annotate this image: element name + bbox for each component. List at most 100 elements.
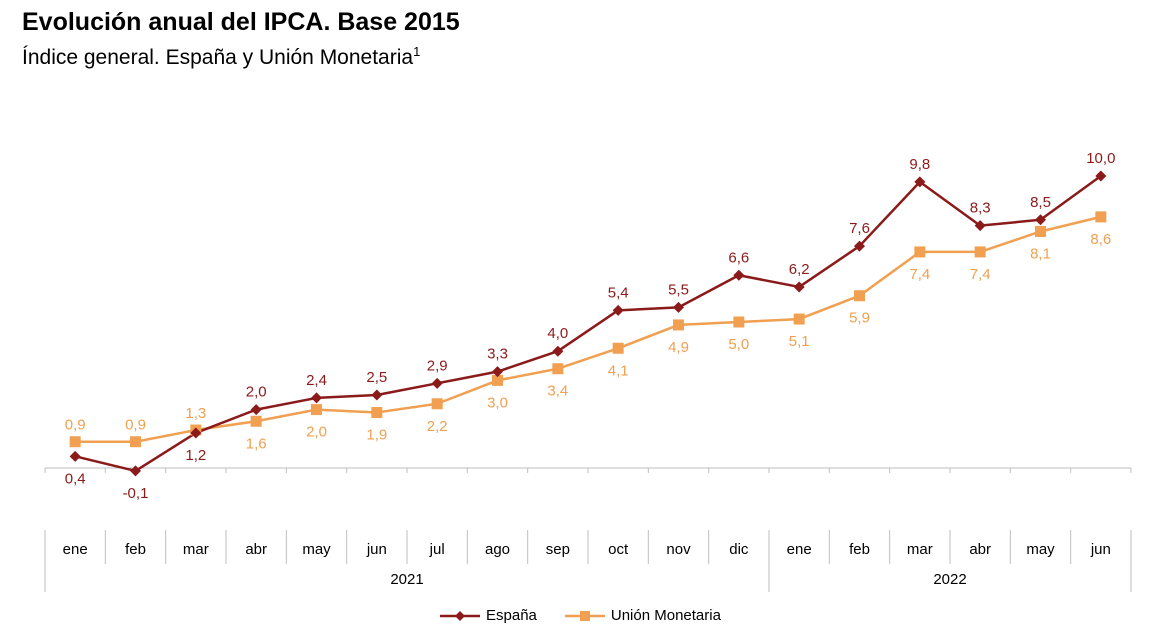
espana-data-label: 8,5 xyxy=(1030,194,1051,211)
um-point xyxy=(69,436,81,448)
espana-point xyxy=(1095,170,1107,182)
chart-title: Evolución anual del IPCA. Base 2015 xyxy=(22,8,460,36)
um-data-label: 7,4 xyxy=(970,266,991,283)
legend-label-um: Unión Monetaria xyxy=(610,607,721,624)
legend-swatch-um xyxy=(564,610,605,621)
espana-point xyxy=(311,392,322,404)
espana-point xyxy=(190,427,202,439)
x-tick-label: ago xyxy=(485,541,510,558)
um-point xyxy=(371,407,383,419)
um-data-label: 5,1 xyxy=(789,333,810,350)
x-tick-label: may xyxy=(1026,541,1055,558)
um-point xyxy=(431,398,443,410)
espana-point xyxy=(69,450,81,462)
legend-item-espana: España xyxy=(440,607,537,624)
um-point xyxy=(612,342,624,354)
espana-data-label: 1,2 xyxy=(185,447,206,464)
x-tick-label: jul xyxy=(429,541,445,558)
x-tick-label: ene xyxy=(787,541,812,558)
espana-point xyxy=(854,240,865,252)
um-point xyxy=(311,404,322,416)
chart-subtitle: Índice general. España y Unión Monetaria… xyxy=(22,44,420,70)
x-tick-label: nov xyxy=(666,541,691,558)
legend-swatch-espana xyxy=(440,610,480,621)
um-point xyxy=(1035,225,1046,237)
um-point xyxy=(733,316,745,328)
chart-legend: España Unión Monetaria xyxy=(440,607,749,624)
espana-point xyxy=(492,366,503,378)
um-data-label: 3,0 xyxy=(487,394,508,411)
x-tick-label: mar xyxy=(907,541,933,558)
espana-data-label: 2,5 xyxy=(366,369,387,386)
um-data-label: 0,9 xyxy=(65,417,86,434)
x-tick-label: feb xyxy=(849,541,870,558)
espana-point xyxy=(673,301,684,313)
x-tick-label: feb xyxy=(125,541,146,558)
espana-point xyxy=(793,281,805,293)
year-group-label: 2021 xyxy=(390,571,423,588)
espana-point xyxy=(914,176,926,188)
espana-data-label: 2,0 xyxy=(246,384,267,401)
espana-data-label: 0,4 xyxy=(65,470,86,487)
um-data-label: 7,4 xyxy=(909,266,930,283)
um-point xyxy=(1095,211,1107,223)
um-data-label: 1,6 xyxy=(246,435,267,452)
um-point xyxy=(673,319,684,331)
x-tick-label: sep xyxy=(546,541,570,558)
um-data-label: 4,9 xyxy=(668,339,689,356)
um-point xyxy=(793,313,805,325)
espana-point xyxy=(130,465,141,477)
espana-data-label: 3,3 xyxy=(487,346,508,363)
espana-point xyxy=(371,389,383,401)
um-point xyxy=(974,246,986,258)
um-data-label: 5,9 xyxy=(849,310,870,327)
x-tick-label: mar xyxy=(183,541,209,558)
espana-point xyxy=(552,345,564,357)
espana-data-label: 5,4 xyxy=(608,284,629,301)
espana-data-label: -0,1 xyxy=(123,485,149,502)
um-data-label: 2,0 xyxy=(306,424,327,441)
espana-data-label: 2,9 xyxy=(427,357,448,374)
um-data-label: 0,9 xyxy=(125,417,146,434)
espana-point xyxy=(250,404,262,416)
x-tick-label: ene xyxy=(63,541,88,558)
series-line-espana xyxy=(74,174,1102,473)
series-line-um xyxy=(75,215,1102,443)
um-data-label: 5,0 xyxy=(728,336,749,353)
um-point xyxy=(552,363,564,375)
um-point xyxy=(130,436,141,448)
um-data-label: 8,1 xyxy=(1030,245,1051,262)
um-data-label: 2,2 xyxy=(427,418,448,435)
legend-item-um: Unión Monetaria xyxy=(564,607,721,624)
espana-data-label: 6,6 xyxy=(728,249,749,266)
espana-data-label: 10,0 xyxy=(1086,150,1115,167)
x-tick-label: oct xyxy=(608,541,629,558)
espana-data-label: 9,8 xyxy=(909,156,930,173)
legend-label-espana: España xyxy=(486,607,537,624)
um-point xyxy=(250,415,262,427)
x-tick-label: abr xyxy=(969,541,991,558)
espana-data-label: 5,5 xyxy=(668,281,689,298)
um-data-label: 1,9 xyxy=(366,427,387,444)
espana-data-label: 7,6 xyxy=(849,220,870,237)
espana-point xyxy=(612,304,624,316)
espana-data-label: 6,2 xyxy=(789,261,810,278)
um-data-label: 4,1 xyxy=(608,362,629,379)
um-point xyxy=(914,246,926,258)
um-point xyxy=(854,290,865,302)
x-tick-label: may xyxy=(302,541,331,558)
espana-point xyxy=(974,220,986,232)
x-tick-label: jun xyxy=(1090,541,1111,558)
x-tick-label: dic xyxy=(729,541,749,558)
espana-point xyxy=(1035,214,1046,226)
year-group-label: 2022 xyxy=(933,571,966,588)
um-point xyxy=(492,374,503,386)
um-data-label: 1,3 xyxy=(185,405,206,422)
espana-data-label: 8,3 xyxy=(970,200,991,217)
espana-data-label: 2,4 xyxy=(306,372,327,389)
um-data-label: 3,4 xyxy=(547,383,568,400)
espana-data-label: 4,0 xyxy=(547,325,568,342)
espana-point xyxy=(733,269,745,281)
x-tick-label: jun xyxy=(366,541,387,558)
